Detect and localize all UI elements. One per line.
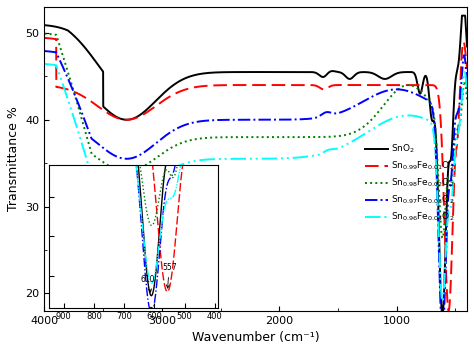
Y-axis label: Transmittance %: Transmittance %: [7, 106, 20, 211]
X-axis label: Wavenumber (cm⁻¹): Wavenumber (cm⁻¹): [192, 331, 319, 344]
Legend: SnO$_2$, Sn$_{0.99}$Fe$_{0.01}$O$_2$, Sn$_{0.98}$Fe$_{0.02}$O$_2$, Sn$_{0.97}$Fe: SnO$_2$, Sn$_{0.99}$Fe$_{0.01}$O$_2$, Sn…: [362, 139, 458, 227]
